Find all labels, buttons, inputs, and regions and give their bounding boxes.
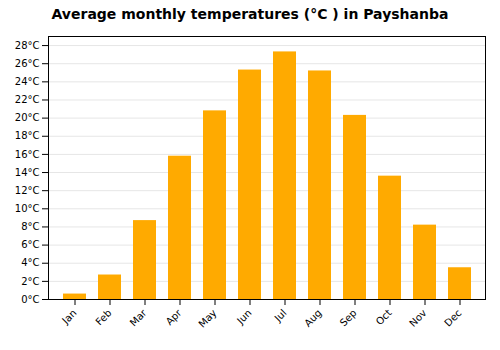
svg-text:Dec: Dec — [442, 307, 463, 328]
svg-text:Apr: Apr — [164, 307, 185, 328]
svg-text:May: May — [196, 307, 218, 329]
svg-text:Nov: Nov — [407, 307, 429, 329]
svg-text:20°C: 20°C — [15, 112, 40, 123]
html-text:Average monthly temperatures (: Average monthly temperatures (°C ) in Pa… — [51, 6, 449, 22]
svg-text:8°C: 8°C — [21, 221, 39, 232]
svg-text:28°C: 28°C — [15, 40, 40, 51]
svg-text:Feb: Feb — [93, 307, 113, 327]
svg-text:Sep: Sep — [338, 307, 359, 328]
svg-text:18°C: 18°C — [15, 130, 40, 141]
svg-text:10°C: 10°C — [15, 203, 40, 214]
svg-text:0°C: 0°C — [21, 294, 39, 305]
svg-text:26°C: 26°C — [15, 58, 40, 69]
svg-text:Jan: Jan — [59, 307, 78, 326]
svg-text:4°C: 4°C — [21, 257, 39, 268]
svg-text:24°C: 24°C — [15, 76, 40, 87]
svg-text:12°C: 12°C — [15, 185, 40, 196]
svg-text:Jul: Jul — [272, 307, 289, 324]
svg-text:Aug: Aug — [302, 307, 324, 329]
svg-text:Mar: Mar — [128, 307, 150, 329]
svg-text:14°C: 14°C — [15, 167, 40, 178]
svg-text:Oct: Oct — [374, 307, 394, 327]
svg-text:Jun: Jun — [234, 307, 254, 327]
svg-text:22°C: 22°C — [15, 94, 40, 105]
svg-text:16°C: 16°C — [15, 149, 40, 160]
svg-text:2°C: 2°C — [21, 276, 39, 287]
svg-text:6°C: 6°C — [21, 239, 39, 250]
